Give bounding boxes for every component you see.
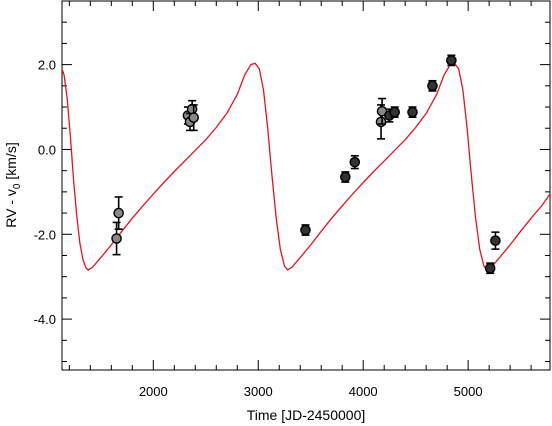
plot-frame <box>61 0 551 371</box>
data-marker <box>113 207 124 219</box>
x-axis-label: Time [JD-2450000] <box>247 407 366 423</box>
data-point <box>349 155 361 170</box>
x-tick-label: 5000 <box>454 384 483 399</box>
data-point <box>113 196 124 230</box>
data-marker <box>300 224 311 236</box>
y-axis-label-subscript: 0 <box>12 183 23 189</box>
data-point <box>490 231 501 250</box>
data-point <box>427 79 438 92</box>
data-point <box>340 171 351 183</box>
y-axis-label: RV - v0 [km/s] <box>3 142 23 227</box>
data-point <box>446 54 457 67</box>
data-point <box>111 221 122 256</box>
data-marker <box>446 55 457 66</box>
data-marker <box>427 80 438 92</box>
data-marker <box>349 156 361 168</box>
data-marker <box>111 233 122 244</box>
x-tick-label: 4000 <box>349 384 378 399</box>
data-marker <box>389 106 400 118</box>
x-tick-label: 3000 <box>244 384 273 399</box>
y-tick-label: 2.0 <box>38 58 56 73</box>
data-marker <box>490 235 501 246</box>
axis-tick-labels: 2000 3000 4000 5000 -4.0 -2.0 0.0 2.0 <box>34 58 483 399</box>
data-point <box>300 224 311 236</box>
data-point <box>188 104 200 132</box>
data-marker <box>484 262 496 274</box>
data-point <box>376 97 388 125</box>
data-point <box>484 262 496 275</box>
y-tick-label: -2.0 <box>34 227 56 242</box>
y-tick-label: 0.0 <box>38 142 56 157</box>
y-tick-label: -4.0 <box>34 312 56 327</box>
data-marker <box>407 106 418 118</box>
data-point <box>407 106 418 119</box>
data-marker <box>188 112 200 123</box>
model-curve <box>61 62 551 271</box>
y-axis-label-main: RV - v <box>3 189 19 228</box>
data-marker <box>375 116 387 128</box>
data-marker <box>340 171 351 183</box>
axis-ticks <box>62 0 550 370</box>
data-points <box>111 54 501 275</box>
data-point <box>389 106 400 119</box>
x-tick-label: 2000 <box>139 384 168 399</box>
data-marker <box>186 103 198 115</box>
y-axis-label-units: [km/s] <box>3 142 19 183</box>
